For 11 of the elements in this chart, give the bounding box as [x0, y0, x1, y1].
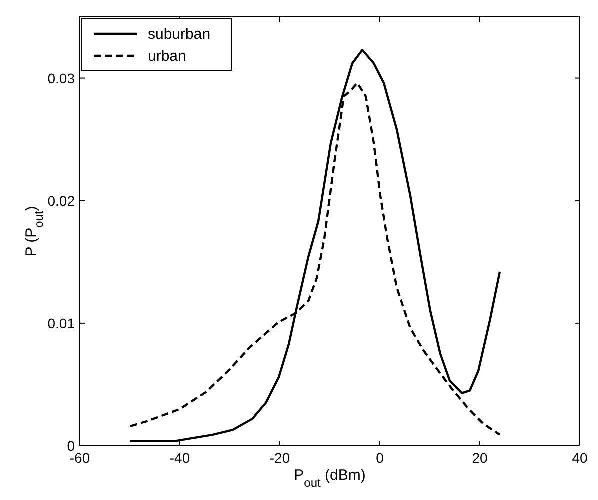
legend-label: urban — [148, 48, 186, 65]
x-axis-title: P$_{out}$ (dBm) — [294, 467, 366, 490]
y-tick-label: 0.02 — [48, 192, 76, 209]
x-tick-label: -40 — [170, 450, 190, 466]
x-tick-label: 0 — [376, 450, 384, 466]
x-tick-label: 20 — [472, 450, 488, 466]
y-tick-label: 0.01 — [48, 315, 76, 332]
legend-label: suburban — [148, 26, 211, 43]
x-tick-label: -20 — [270, 450, 290, 466]
x-tick-label: 40 — [572, 450, 588, 466]
y-tick-label: 0.03 — [48, 70, 76, 86]
